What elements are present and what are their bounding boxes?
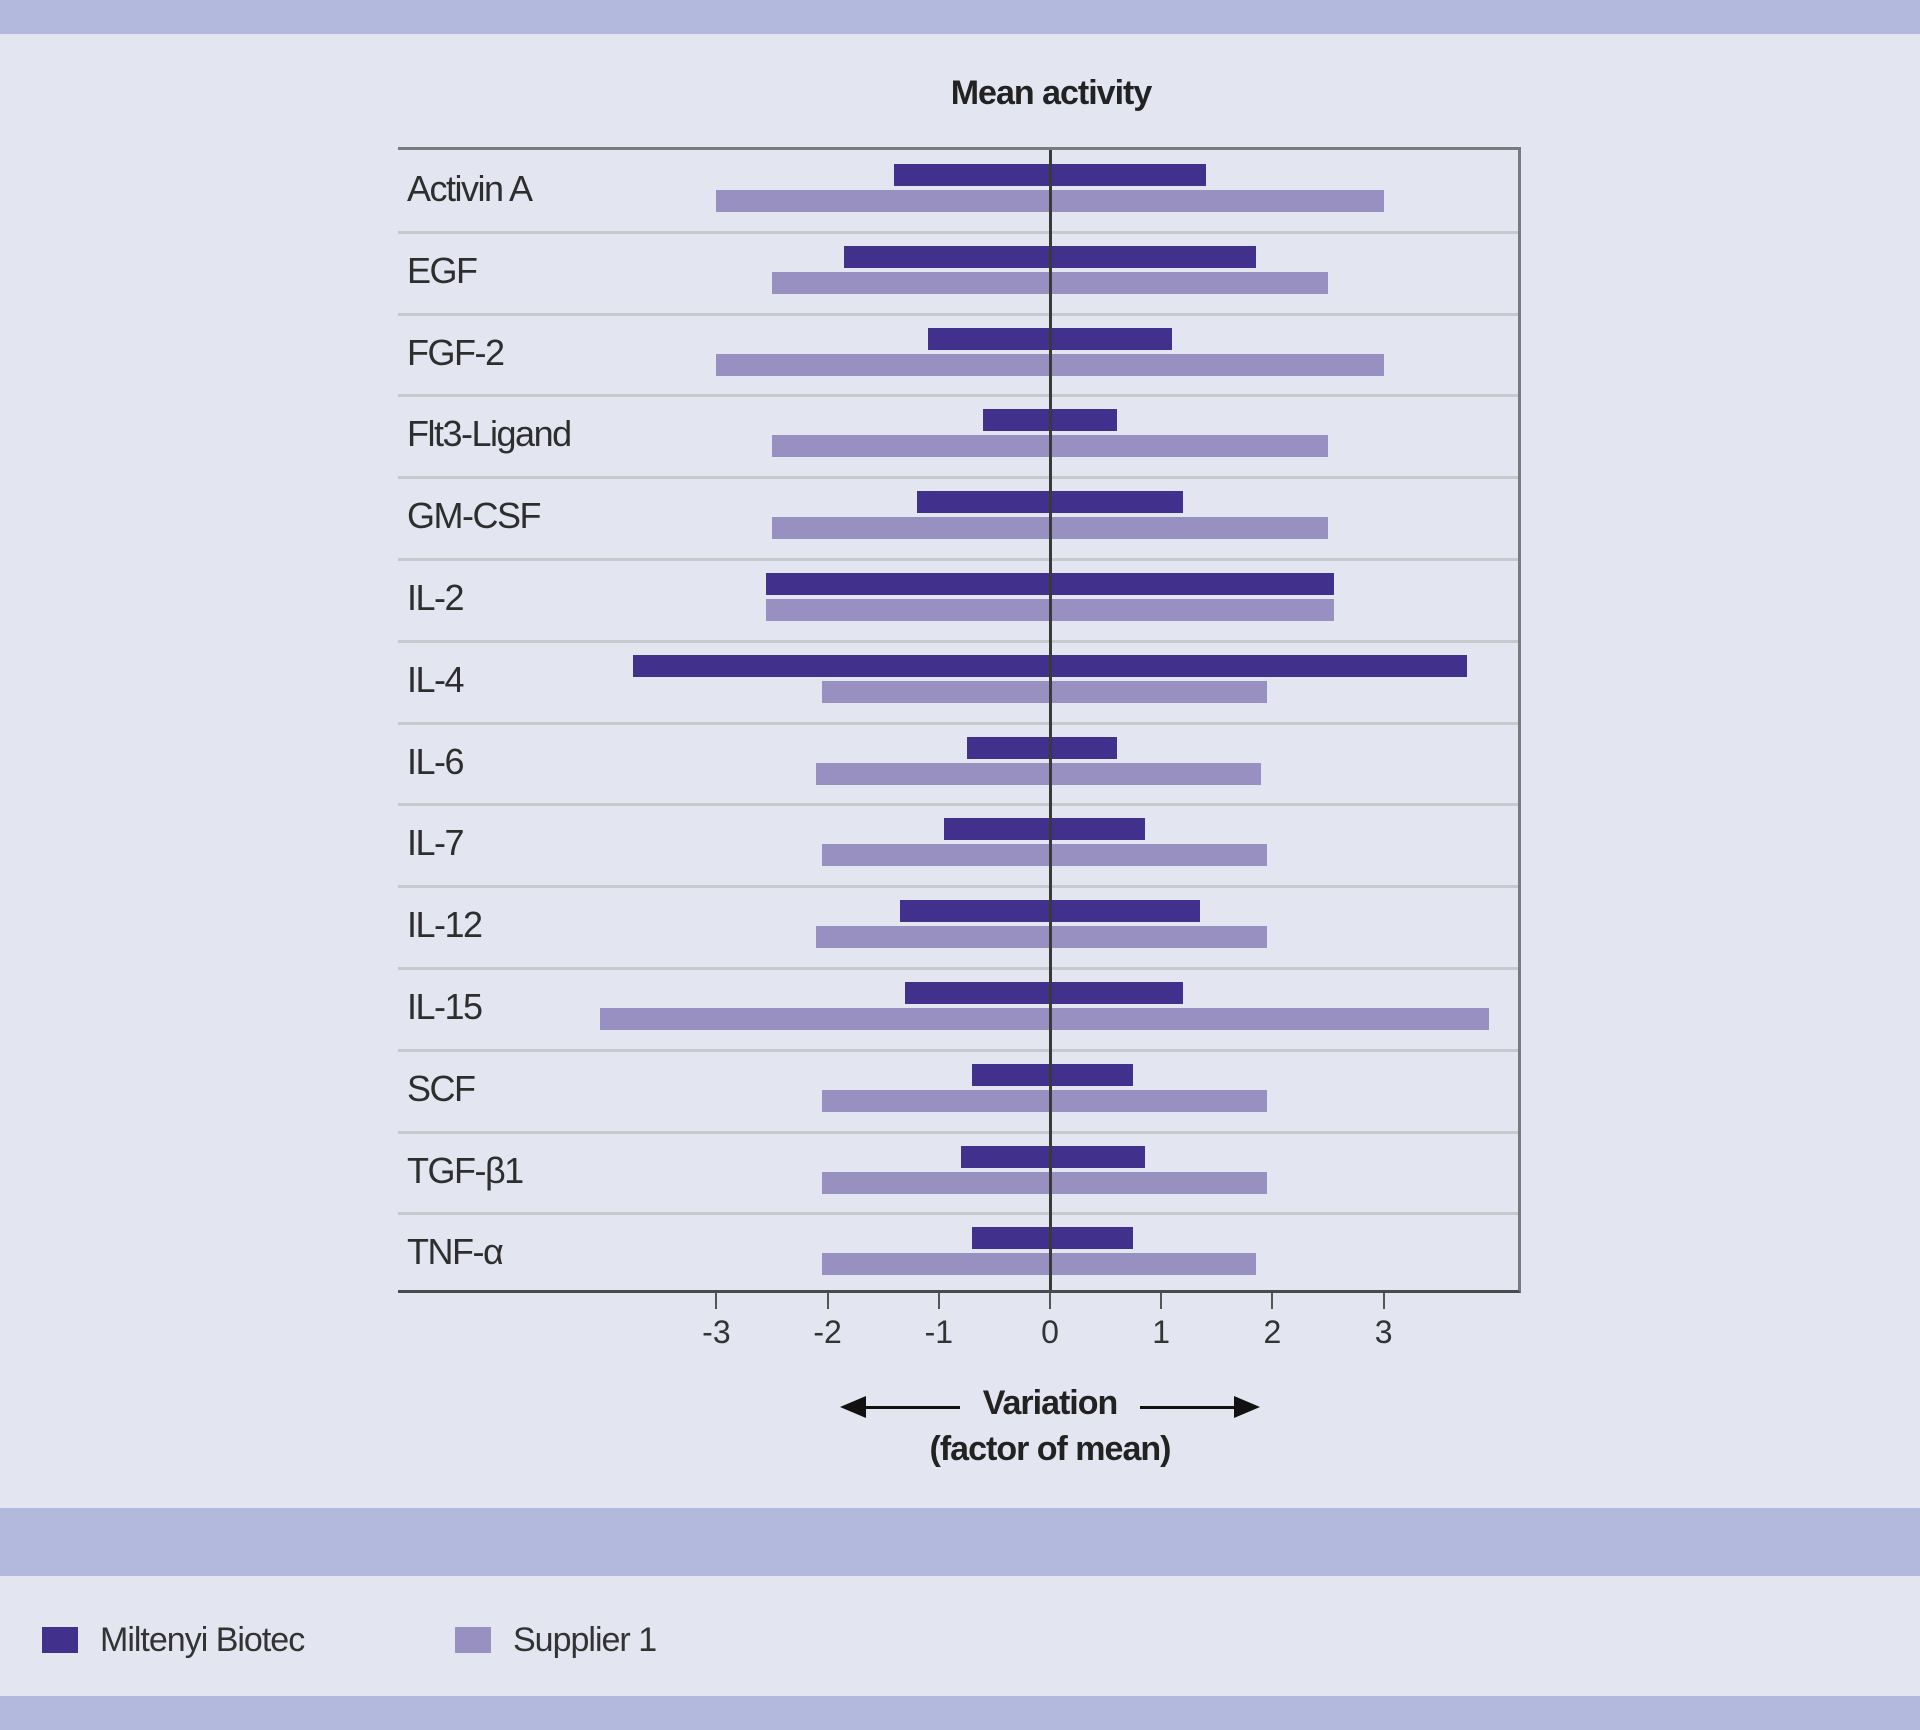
legend-item-supplier1: Supplier 1	[455, 1620, 657, 1660]
bar-miltenyi	[972, 1227, 1134, 1250]
tick-mark	[1160, 1293, 1163, 1309]
category-label: IL-7	[407, 822, 465, 864]
chart-row: IL-4	[398, 641, 1518, 725]
chart-row: IL-7	[398, 804, 1518, 889]
category-label: IL-4	[407, 658, 465, 700]
bar-supplier1	[822, 1171, 1267, 1194]
zero-line	[1049, 150, 1052, 1290]
tick-mark	[1382, 1293, 1385, 1309]
bar-supplier1	[822, 844, 1267, 867]
row-separator	[398, 966, 1518, 970]
legend-swatch-miltenyi	[42, 1627, 78, 1653]
bar-miltenyi	[961, 1145, 1145, 1168]
chart-row: TNF-α	[398, 1213, 1518, 1295]
legend-label: Miltenyi Biotec	[100, 1620, 305, 1659]
arrow-right-icon	[1234, 1396, 1260, 1418]
row-separator	[398, 1130, 1518, 1134]
row-separator	[398, 721, 1518, 725]
bar-miltenyi	[972, 1063, 1134, 1086]
middle-band	[0, 1508, 1920, 1576]
row-separator	[398, 1212, 1518, 1216]
chart-row: GM-CSF	[398, 477, 1518, 561]
plot-area: Activin A EGF FGF-2 Flt3-Ligand GM-CSF IL-2 IL…	[398, 147, 1521, 1293]
legend-item-miltenyi: Miltenyi Biotec	[42, 1620, 305, 1660]
chart-row: EGF	[398, 232, 1518, 316]
bar-supplier1	[599, 1008, 1490, 1030]
chart-row: IL-12	[398, 886, 1518, 970]
chart-row: IL-15	[398, 968, 1518, 1052]
tick-mark	[1049, 1293, 1051, 1309]
category-label: TNF-α	[407, 1231, 504, 1273]
category-label: TGF-β1	[407, 1149, 524, 1191]
chart-row: IL-6	[398, 723, 1518, 807]
arrow-left-line	[864, 1406, 960, 1409]
x-axis-sublabel: (factor of mean)	[929, 1430, 1172, 1468]
bar-supplier1	[816, 762, 1262, 785]
row-separator	[398, 639, 1518, 643]
chart-row: IL-2	[398, 559, 1518, 643]
bar-supplier1	[822, 1089, 1267, 1112]
tick-mark	[937, 1293, 940, 1309]
category-label: IL-6	[407, 740, 465, 782]
tick-label: -1	[924, 1314, 954, 1350]
category-label: IL-15	[407, 986, 483, 1027]
bar-miltenyi	[966, 736, 1117, 759]
x-axis-label: Variation	[982, 1384, 1119, 1422]
tick-label: -3	[702, 1314, 731, 1350]
chart-row: SCF	[398, 1050, 1518, 1134]
bar-miltenyi	[944, 818, 1145, 841]
tick-mark	[1271, 1293, 1274, 1309]
arrow-left-icon	[840, 1396, 866, 1418]
tick-mark	[826, 1293, 829, 1309]
bar-supplier1	[822, 680, 1267, 703]
tick-label: 1	[1152, 1314, 1171, 1350]
row-separator	[398, 803, 1518, 807]
tick-label: 3	[1374, 1314, 1393, 1350]
row-separator	[398, 885, 1518, 889]
category-label: Flt3-Ligand	[407, 413, 572, 455]
category-label: GM-CSF	[407, 495, 541, 537]
row-separator	[398, 557, 1518, 561]
row-separator	[398, 312, 1518, 316]
category-label: EGF	[407, 249, 478, 291]
top-band	[0, 0, 1920, 34]
chart-row: FGF-2	[398, 314, 1518, 398]
row-separator	[398, 394, 1518, 398]
category-label: IL-12	[407, 904, 483, 946]
bar-supplier1	[822, 1253, 1256, 1276]
chart-row: Flt3-Ligand	[398, 395, 1518, 480]
legend-swatch-supplier1	[455, 1627, 491, 1653]
row-separator	[398, 476, 1518, 480]
bottom-band	[0, 1696, 1920, 1730]
bar-supplier1	[816, 926, 1267, 949]
tick-label: -2	[813, 1314, 842, 1350]
legend-label: Supplier 1	[513, 1620, 657, 1659]
category-label: SCF	[407, 1067, 476, 1109]
tick-mark	[715, 1293, 718, 1309]
chart-row: Activin A	[398, 150, 1518, 234]
category-label: Activin A	[407, 168, 533, 209]
category-label: FGF-2	[407, 331, 505, 373]
bar-miltenyi	[905, 982, 1184, 1004]
chart-title: Mean activity	[950, 74, 1153, 112]
tick-label: 0	[1041, 1314, 1059, 1350]
chart-row: TGF-β1	[398, 1132, 1518, 1216]
row-separator	[398, 1048, 1518, 1052]
row-separator	[398, 230, 1518, 234]
arrow-right-line	[1140, 1406, 1236, 1409]
tick-label: 2	[1263, 1314, 1282, 1350]
category-label: IL-2	[407, 577, 465, 618]
